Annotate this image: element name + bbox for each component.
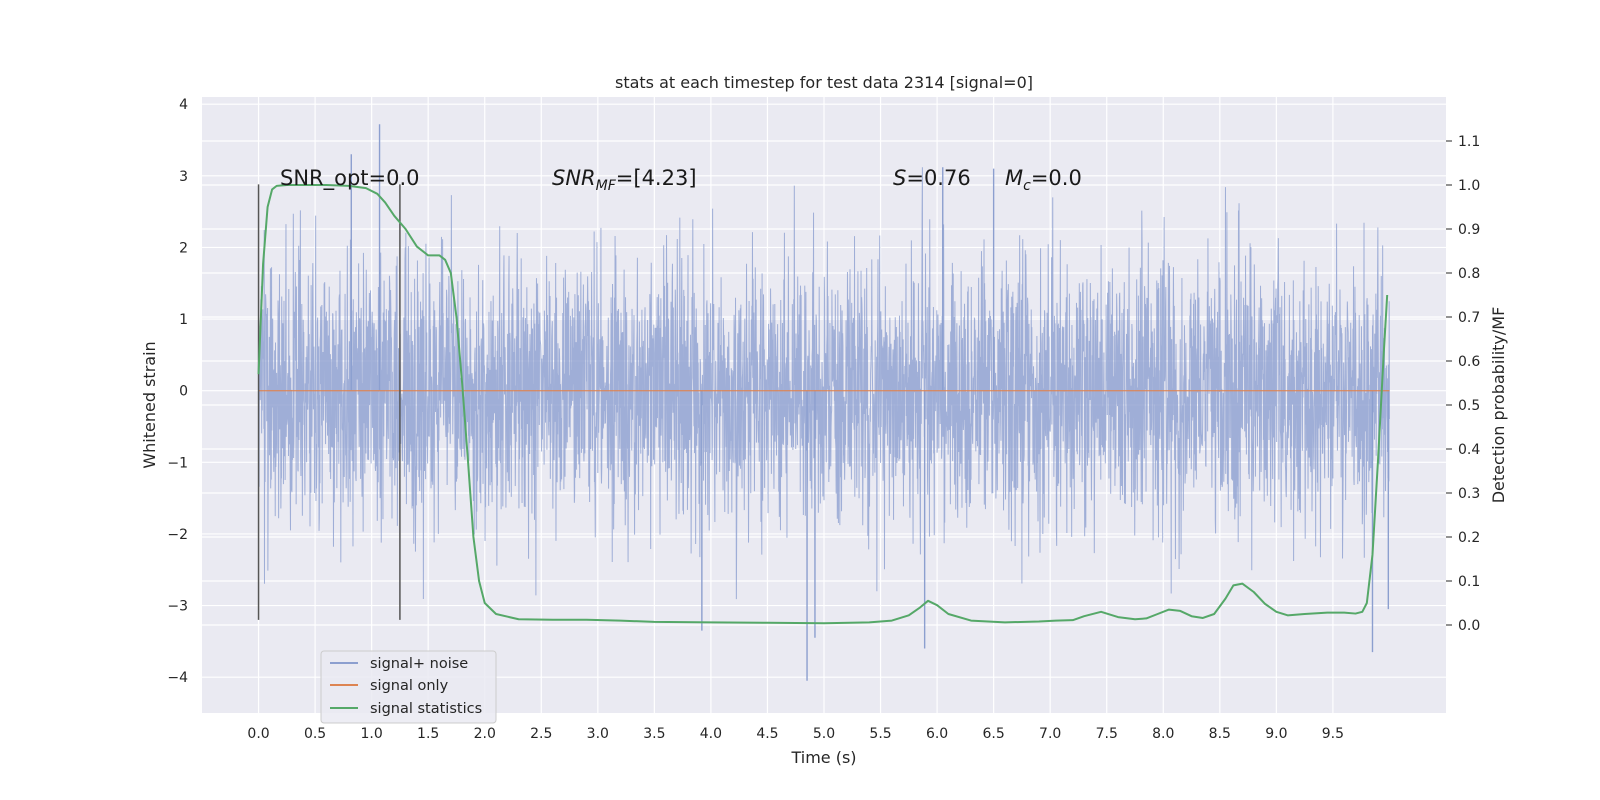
x-tick-label: 3.5: [643, 726, 665, 742]
y2-tick-label: 0.1: [1458, 574, 1480, 590]
chart-title: stats at each timestep for test data 231…: [615, 73, 1033, 92]
annotation-mc-sub: c: [1023, 178, 1031, 194]
annotation-s-var: S: [893, 166, 906, 190]
y-tick-label: 2: [179, 240, 188, 256]
x-tick-label: 0.0: [247, 726, 269, 742]
annotation-mc: Mc=0.0: [1005, 166, 1082, 194]
y-tick-label: −3: [167, 599, 188, 615]
y-tick-label: 1: [179, 312, 188, 328]
y-axis-ticks: −4 −3 −2 −1 0 1 2 3 4: [167, 97, 188, 686]
y-tick-label: −2: [167, 527, 188, 543]
y2-tick-label: 0.4: [1458, 442, 1480, 458]
y2-tick-label: 0.2: [1458, 530, 1480, 546]
y2-axis-ticks: 0.0 0.1 0.2 0.3 0.4 0.5 0.6 0.7 0.8 0.9 1.0 1.1: [1446, 134, 1480, 634]
y-tick-label: 0: [179, 384, 188, 400]
y2-tick-label: 0.0: [1458, 618, 1480, 634]
annotation-mc-val: =0.0: [1031, 166, 1082, 190]
x-tick-label: 1.0: [361, 726, 383, 742]
x-tick-label: 8.5: [1209, 726, 1231, 742]
y2-tick-label: 0.8: [1458, 266, 1480, 282]
vertical-markers: [257, 184, 401, 620]
x-tick-label: 2.5: [530, 726, 552, 742]
annotation-snr-mf-val: =[4.23]: [616, 166, 697, 190]
annotation-mc-var: M: [1005, 166, 1023, 190]
signal-noise-series: [258, 124, 1390, 681]
signal-statistics-line: [257, 184, 1389, 625]
x-tick-label: 5.0: [813, 726, 835, 742]
annotations: SNR_opt=0.0 SNRMF=[4.23] S=0.76 Mc=0.0: [280, 166, 1082, 194]
y2-tick-label: 1.0: [1458, 178, 1480, 194]
x-tick-label: 7.5: [1096, 726, 1118, 742]
x-axis-ticks: 0.0 0.5 1.0 1.5 2.0 2.5 3.0 3.5 4.0 4.5 5.0 5.5 6.0 6…: [247, 726, 1344, 742]
y2-tick-label: 0.6: [1458, 354, 1480, 370]
legend-box: [320, 650, 497, 724]
legend: signal+ noise signal only signal statist…: [320, 650, 497, 724]
x-tick-label: 0.5: [304, 726, 326, 742]
annotation-s: S=0.76: [893, 166, 971, 190]
annotation-snr-mf-sub: MF: [596, 178, 617, 194]
x-tick-label: 9.0: [1265, 726, 1287, 742]
x-tick-label: 1.5: [417, 726, 439, 742]
x-tick-label: 6.5: [983, 726, 1005, 742]
x-tick-label: 5.5: [869, 726, 891, 742]
x-tick-label: 7.0: [1039, 726, 1061, 742]
y2-tick-label: 0.7: [1458, 310, 1480, 326]
x-tick-label: 9.5: [1322, 726, 1344, 742]
y-axis-label: Whitened strain: [140, 341, 159, 468]
y-tick-label: 3: [179, 169, 188, 185]
legend-label-signal-noise: signal+ noise: [370, 656, 468, 672]
x-axis-label: Time (s): [790, 748, 856, 767]
legend-label-signal-statistics: signal statistics: [370, 701, 482, 717]
annotation-s-val: =0.76: [906, 166, 970, 190]
x-tick-label: 6.0: [926, 726, 948, 742]
y2-tick-label: 0.3: [1458, 486, 1480, 502]
y-tick-label: −1: [167, 455, 188, 471]
x-tick-label: 4.5: [756, 726, 778, 742]
x-tick-label: 4.0: [700, 726, 722, 742]
x-tick-label: 2.0: [474, 726, 496, 742]
y2-tick-label: 1.1: [1458, 134, 1480, 150]
y2-axis-label: Detection probability/MF: [1489, 307, 1508, 504]
signal-statistics-series: [257, 184, 1389, 625]
y2-tick-label: 0.5: [1458, 398, 1480, 414]
x-tick-label: 3.0: [587, 726, 609, 742]
annotation-snr-opt: SNR_opt=0.0: [280, 166, 420, 191]
y-tick-label: −4: [167, 670, 188, 686]
legend-label-signal-only: signal only: [370, 678, 449, 694]
annotation-snr-mf: SNRMF=[4.23]: [552, 166, 697, 194]
x-tick-label: 8.0: [1152, 726, 1174, 742]
y-tick-label: 4: [179, 97, 188, 113]
annotation-snr-mf-var: SNR: [552, 166, 596, 190]
y2-tick-label: 0.9: [1458, 222, 1480, 238]
signal-noise-line: [258, 167, 1390, 600]
